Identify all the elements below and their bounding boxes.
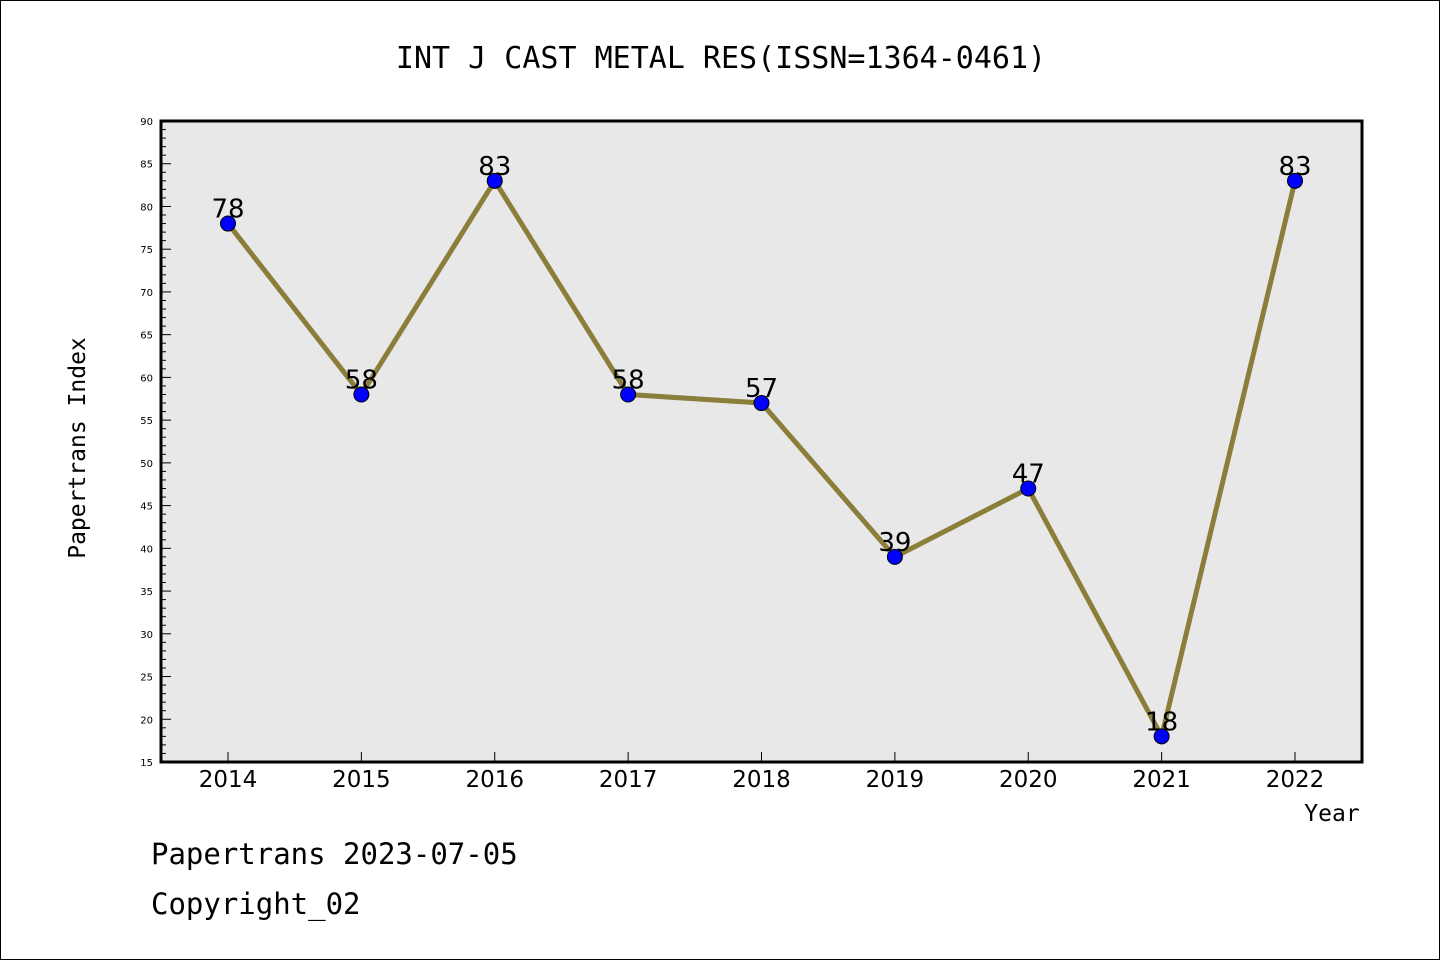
x-tick-label: 2018 bbox=[732, 767, 791, 793]
data-label: 83 bbox=[1278, 152, 1311, 182]
y-axis: 15 20 25 30 35 40 45 50 55 60 65 70 75 80 85 90 bbox=[140, 117, 171, 769]
y-tick-label: 30 bbox=[140, 630, 153, 641]
y-tick-label: 50 bbox=[140, 459, 153, 470]
x-tick-label: 2014 bbox=[199, 767, 258, 793]
x-tick-label: 2016 bbox=[465, 767, 524, 793]
data-point bbox=[1153, 728, 1170, 745]
y-tick-label: 45 bbox=[140, 502, 153, 513]
y-tick-label: 55 bbox=[140, 416, 153, 427]
y-tick-label: 35 bbox=[140, 587, 153, 598]
y-tick-label: 90 bbox=[140, 117, 153, 128]
data-label: 39 bbox=[878, 528, 911, 558]
data-label: 83 bbox=[478, 152, 511, 182]
data-point bbox=[753, 395, 770, 412]
y-tick-label: 65 bbox=[140, 331, 153, 342]
data-point bbox=[220, 215, 236, 232]
y-tick-label: 40 bbox=[140, 544, 153, 555]
x-tick-label: 2022 bbox=[1266, 767, 1325, 793]
y-tick-label: 85 bbox=[140, 160, 153, 171]
y-tick-label: 70 bbox=[140, 288, 153, 299]
data-point bbox=[1020, 480, 1037, 497]
y-tick-label: 25 bbox=[140, 673, 153, 684]
y-tick-label: 75 bbox=[140, 245, 153, 256]
y-tick-label: 20 bbox=[140, 715, 153, 726]
x-axis: 2014 2015 2016 2017 2018 2019 2020 2021 2022 bbox=[199, 752, 1325, 793]
data-point bbox=[486, 172, 503, 189]
x-tick-label: 2015 bbox=[332, 767, 391, 793]
y-tick-label: 80 bbox=[140, 202, 153, 213]
data-point bbox=[353, 386, 370, 403]
footer-date: Papertrans 2023-07-05 bbox=[151, 837, 518, 871]
data-label: 58 bbox=[612, 365, 645, 395]
data-label: 58 bbox=[345, 365, 378, 395]
x-tick-label: 2021 bbox=[1132, 767, 1191, 793]
footer-copyright: Copyright_02 bbox=[151, 887, 361, 921]
chart-title: INT J CAST METAL RES(ISSN=1364-0461) bbox=[396, 41, 1046, 76]
x-tick-label: 2020 bbox=[999, 767, 1058, 793]
series-layer bbox=[220, 172, 1303, 745]
data-point bbox=[1287, 172, 1303, 189]
y-tick-label: 60 bbox=[140, 373, 153, 384]
data-label: 18 bbox=[1145, 707, 1178, 737]
data-point bbox=[886, 548, 903, 565]
y-axis-label: Papertrans Index bbox=[65, 337, 91, 559]
x-tick-label: 2017 bbox=[599, 767, 658, 793]
x-tick-label: 2019 bbox=[866, 767, 925, 793]
data-point bbox=[620, 386, 637, 403]
data-label: 57 bbox=[745, 374, 778, 404]
data-label-layer: 78 58 83 58 57 39 47 18 83 bbox=[211, 152, 1311, 738]
data-label: 47 bbox=[1012, 460, 1045, 490]
x-axis-label: Year bbox=[1304, 801, 1359, 827]
plot-area bbox=[159, 119, 1364, 764]
y-tick-label: 15 bbox=[140, 758, 153, 769]
data-label: 78 bbox=[211, 195, 244, 225]
